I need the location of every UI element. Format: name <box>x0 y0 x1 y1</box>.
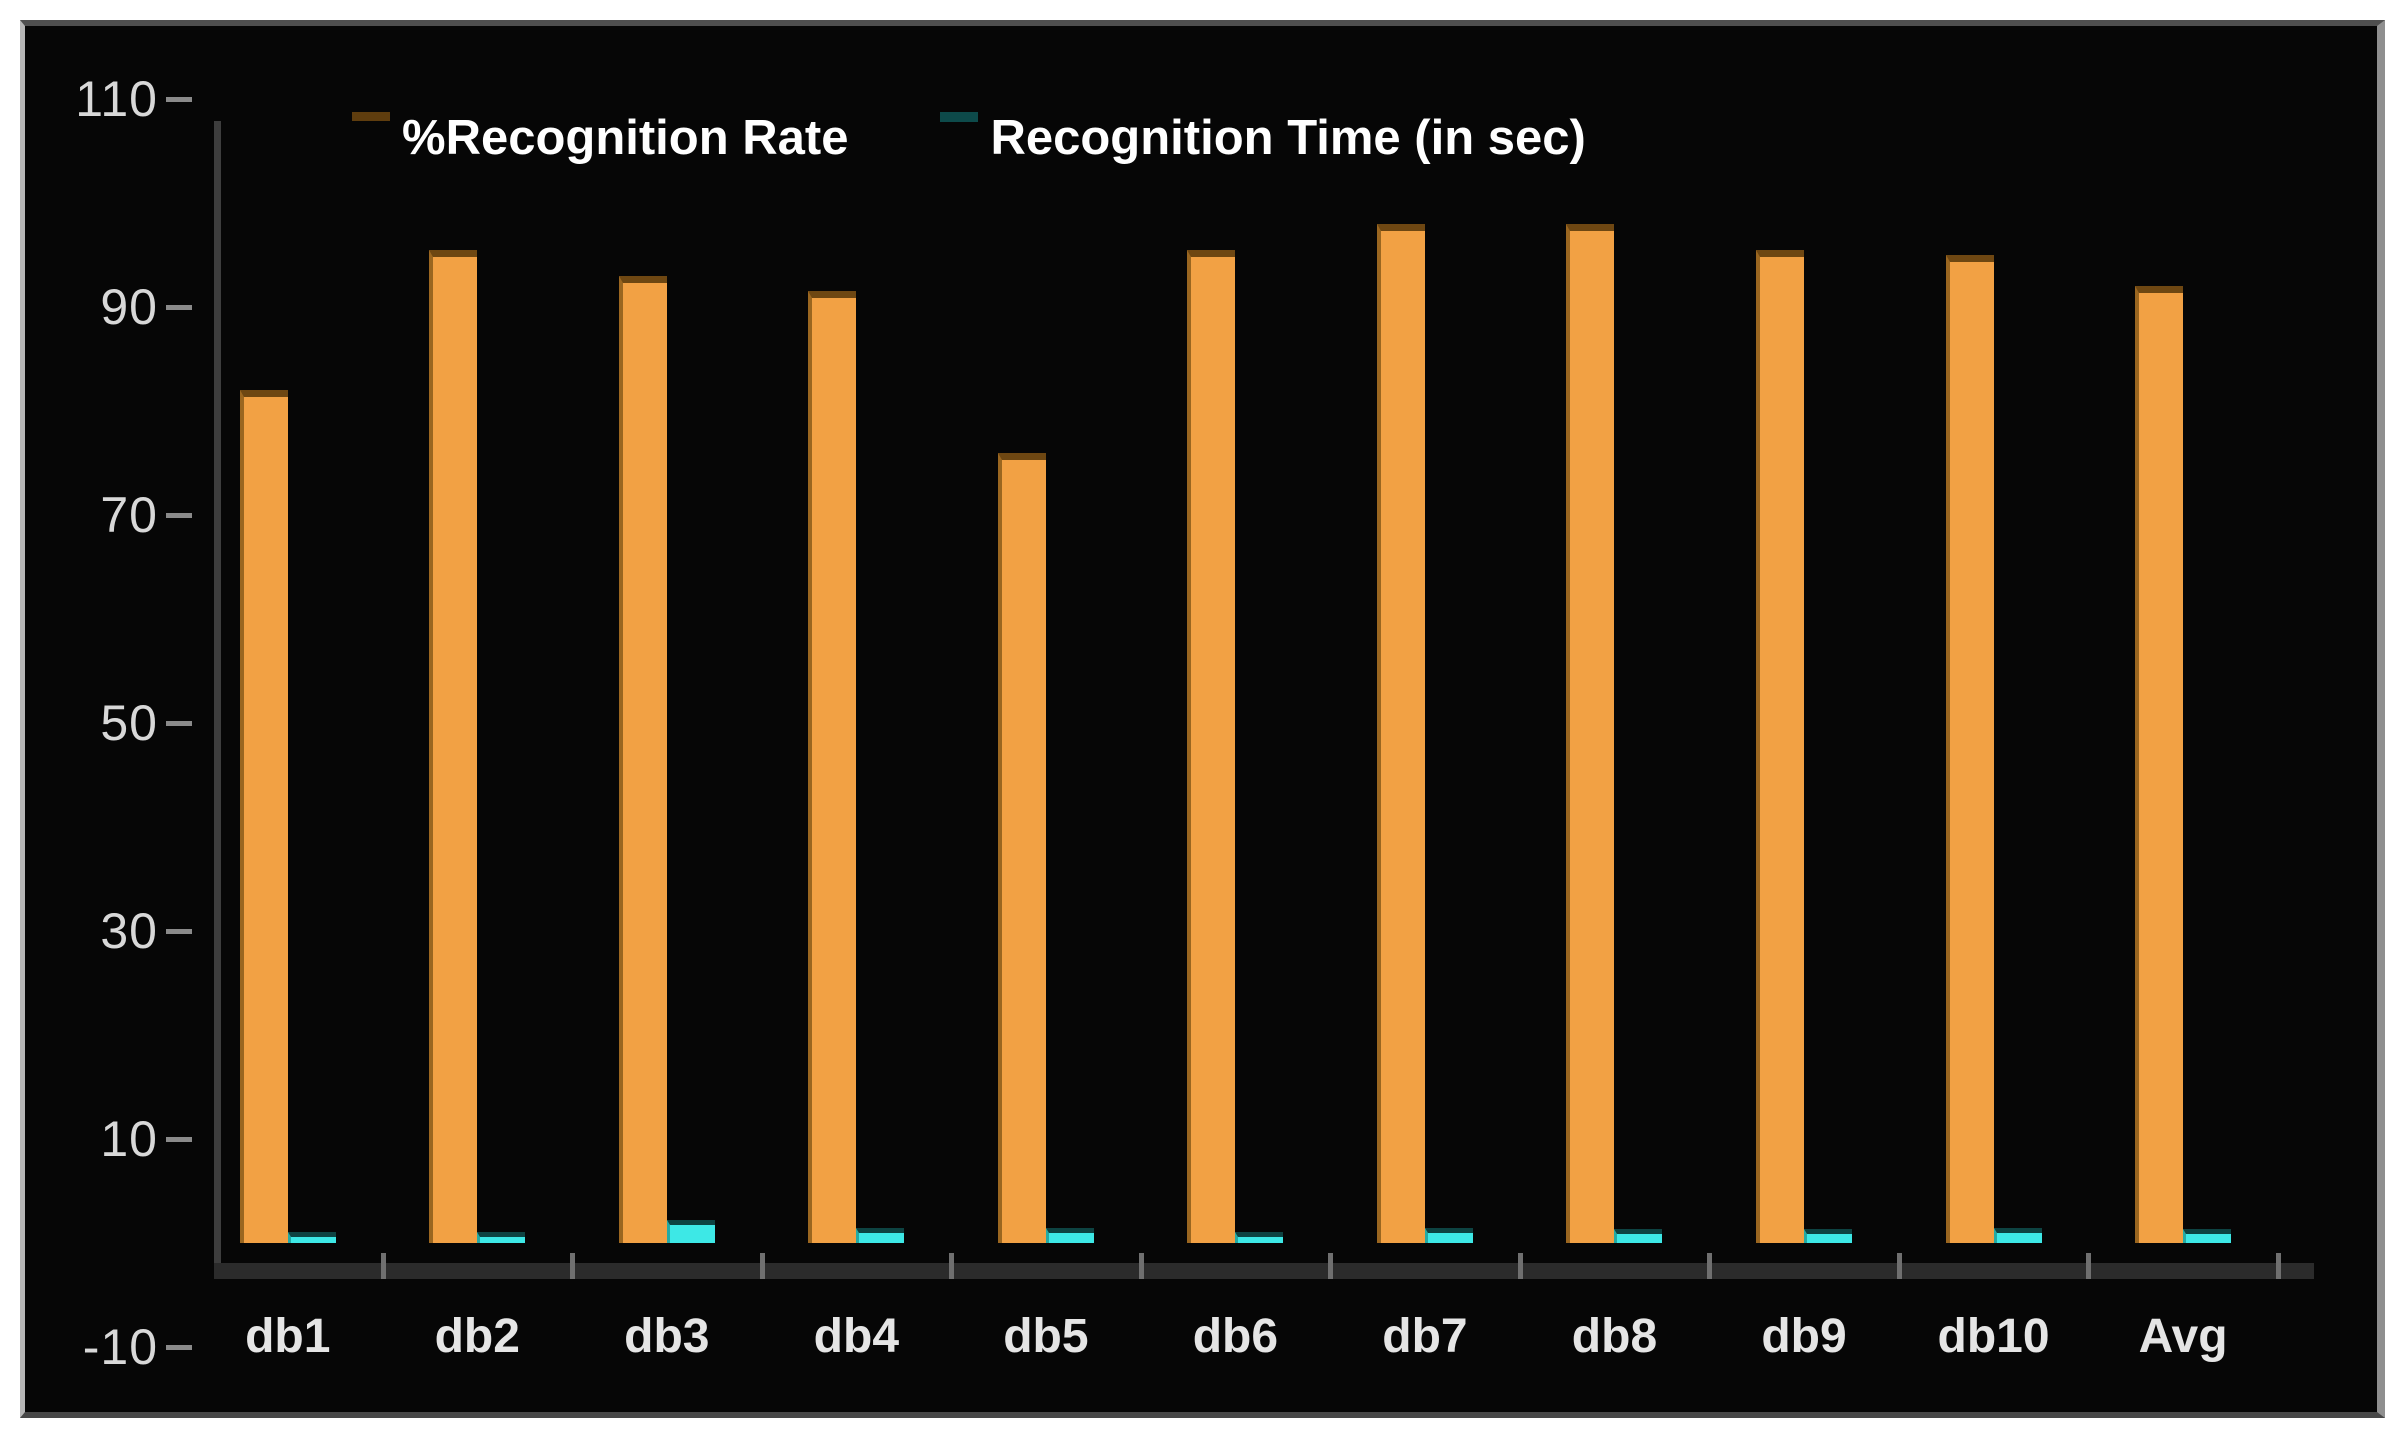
bar-db1-time <box>287 1231 336 1243</box>
legend-label-recognition-time: Recognition Time (in sec) <box>990 111 1586 165</box>
x-tick-label: db4 <box>813 1310 900 1363</box>
x-tick-label: db8 <box>1571 1310 1658 1363</box>
y-tick-label: 10 <box>100 1111 158 1167</box>
x-tick-mark <box>1138 1253 1144 1279</box>
legend-label-recognition-rate: %Recognition Rate <box>402 111 849 165</box>
chart-panel: %Recognition Rate Recognition Time (in s… <box>20 20 2385 1418</box>
x-tick-label: db9 <box>1761 1310 1847 1363</box>
x-tick-label: db10 <box>1937 1310 2050 1363</box>
bar-db7-time <box>1424 1228 1473 1243</box>
y-tick-mark <box>166 721 192 726</box>
x-tick-label: db2 <box>434 1310 520 1363</box>
y-tick-mark <box>166 513 192 518</box>
legend-item-recognition-time: Recognition Time (in sec) <box>940 110 1586 166</box>
legend-item-recognition-rate: %Recognition Rate <box>352 110 848 166</box>
bar-db4-rate <box>808 291 857 1243</box>
bar-db3-time <box>666 1220 715 1243</box>
bar-db7-rate <box>1376 223 1425 1243</box>
x-tick-mark <box>1707 1253 1713 1279</box>
x-tick-mark <box>949 1253 955 1279</box>
x-tick-label: db3 <box>624 1310 710 1363</box>
y-tick-mark <box>166 305 192 310</box>
legend: %Recognition Rate Recognition Time (in s… <box>352 110 1586 166</box>
x-tick-mark <box>2086 1253 2092 1279</box>
x-tick-mark <box>759 1253 765 1279</box>
bar-db9-time <box>1804 1229 1852 1243</box>
y-tick-label: 70 <box>100 487 158 543</box>
bar-db1-rate <box>239 390 288 1243</box>
x-tick-mark <box>1517 1253 1523 1279</box>
x-tick-label: db5 <box>1003 1310 1089 1363</box>
bar-db8-time <box>1614 1229 1663 1243</box>
bar-db10-rate <box>1945 255 1994 1243</box>
x-tick-label: Avg <box>2138 1310 2228 1363</box>
legend-swatch-recognition-time <box>940 112 979 164</box>
y-tick-label: 110 <box>75 71 158 127</box>
bar-db10-time <box>1993 1228 2042 1243</box>
bar-db2-time <box>477 1231 526 1243</box>
y-tick-mark <box>166 1137 192 1142</box>
x-axis-line <box>214 1263 2314 1279</box>
x-tick-mark <box>380 1253 386 1279</box>
y-tick-label: -10 <box>82 1319 158 1375</box>
y-tick-label: 50 <box>100 695 158 751</box>
x-tick-mark <box>570 1253 576 1279</box>
bar-db5-time <box>1045 1228 1094 1243</box>
x-tick-mark <box>2275 1253 2281 1279</box>
legend-swatch-recognition-rate <box>352 112 390 164</box>
bar-db2-rate <box>429 249 478 1243</box>
x-tick-label: db7 <box>1382 1310 1468 1363</box>
x-tick-mark <box>1896 1253 1902 1279</box>
bar-db6-time <box>1235 1231 1284 1243</box>
x-tick-mark <box>1328 1253 1334 1279</box>
y-axis-line <box>214 121 221 1279</box>
y-tick-mark <box>166 97 192 102</box>
bar-db9-rate <box>1756 249 1804 1243</box>
bar-db8-rate <box>1566 223 1615 1243</box>
bar-db3-rate <box>618 275 667 1243</box>
bar-db5-rate <box>997 452 1046 1243</box>
bar-db6-rate <box>1187 249 1236 1243</box>
bar-db4-time <box>856 1228 905 1243</box>
y-tick-label: 90 <box>100 279 158 335</box>
bar-Avg-time <box>2183 1229 2232 1243</box>
bar-Avg-rate <box>2135 286 2184 1243</box>
x-tick-label: db6 <box>1192 1310 1279 1363</box>
y-tick-mark <box>166 1345 192 1350</box>
y-tick-label: 30 <box>100 903 158 959</box>
y-tick-mark <box>166 929 192 934</box>
x-tick-label: db1 <box>245 1310 331 1363</box>
